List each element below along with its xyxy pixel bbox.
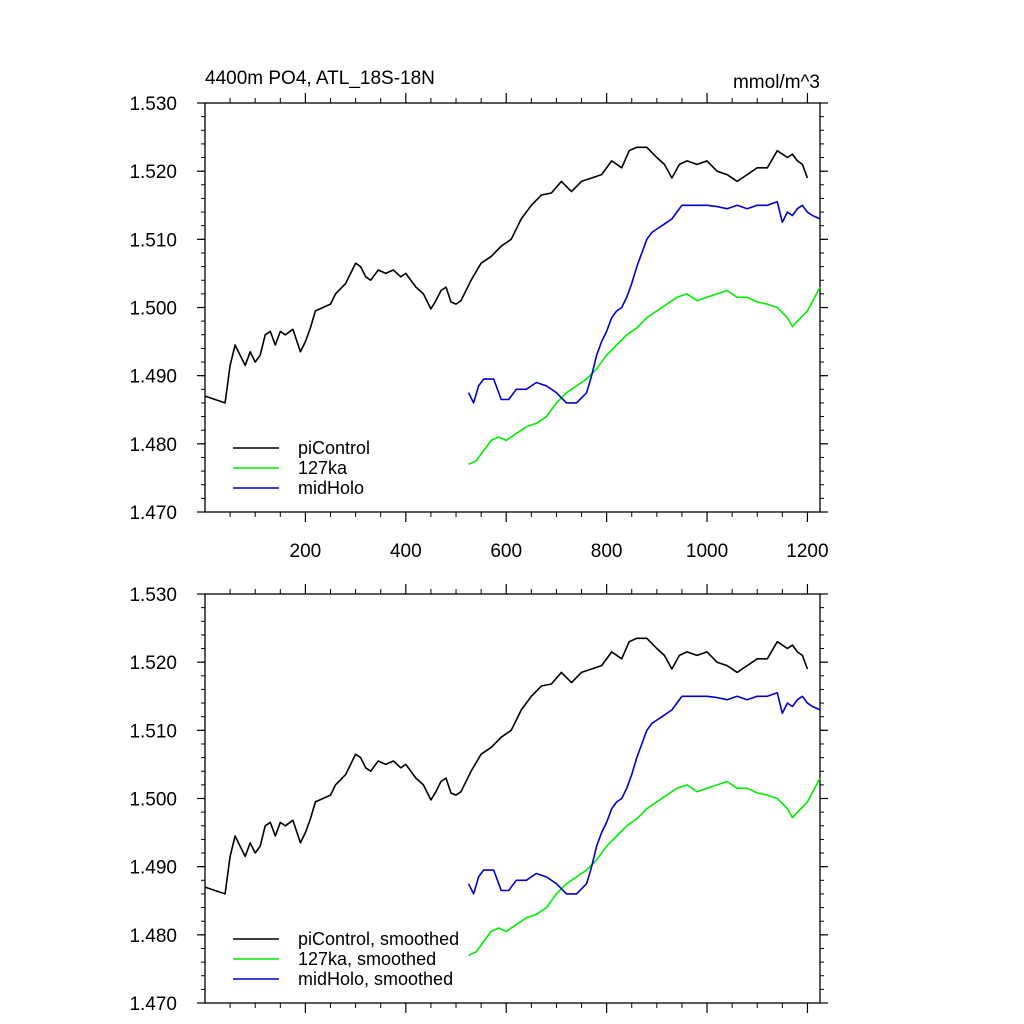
y-tick-label: 1.520	[129, 162, 177, 183]
series-group	[204, 637, 821, 957]
y-tick-label: 1.490	[129, 858, 177, 879]
tick-group: 1.470 1.480 1.490 1.500 1.510 1.520 1.530 200 40…	[129, 93, 829, 562]
series-line-0	[204, 637, 809, 895]
x-tick-label: 600	[490, 541, 522, 562]
tick-group: 1.470 1.480 1.490 1.500 1.510 1.520 1.530	[129, 584, 828, 1015]
y-tick-label: 1.480	[129, 435, 177, 456]
y-tick-label: 1.520	[129, 653, 177, 674]
legend-label: midHolo, smoothed	[298, 969, 453, 989]
y-tick-label: 1.470	[129, 503, 177, 524]
y-tick-label: 1.470	[129, 994, 177, 1015]
series-line-1	[468, 286, 821, 466]
y-tick-label: 1.530	[129, 585, 177, 606]
y-tick-label: 1.530	[129, 94, 177, 115]
y-tick-label: 1.510	[129, 721, 177, 742]
chart-title: 4400m PO4, ATL_18S-18N	[205, 68, 435, 89]
series-line-0	[204, 146, 809, 404]
series-line-1	[468, 777, 821, 957]
top-panel: 4400m PO4, ATL_18S-18N mmol/m^3 1.4701.4…	[129, 68, 828, 562]
series-line-2	[467, 691, 821, 895]
legend-label: 127ka	[298, 458, 348, 478]
series-line-2	[467, 201, 821, 404]
legend-label: piControl, smoothed	[298, 929, 459, 949]
x-tick-label: 1200	[786, 541, 828, 562]
x-tick-label: 400	[390, 541, 422, 562]
legend-label: midHolo	[298, 478, 364, 498]
legend-label: 127ka, smoothed	[298, 949, 436, 969]
y-tick-label: 1.490	[129, 367, 177, 388]
y-tick-label: 1.480	[129, 926, 177, 947]
x-tick-label: 1000	[686, 541, 728, 562]
series-group	[204, 146, 821, 466]
units-label: mmol/m^3	[733, 72, 820, 93]
legend-label: piControl	[298, 438, 370, 458]
x-tick-label: 800	[591, 541, 623, 562]
x-tick-label: 200	[290, 541, 322, 562]
y-tick-label: 1.500	[129, 299, 177, 320]
y-tick-label: 1.500	[129, 790, 177, 811]
y-tick-label: 1.510	[129, 230, 177, 251]
bottom-panel: 1.470 1.480 1.490 1.500 1.510 1.520 1.530 piCo…	[129, 584, 828, 1015]
